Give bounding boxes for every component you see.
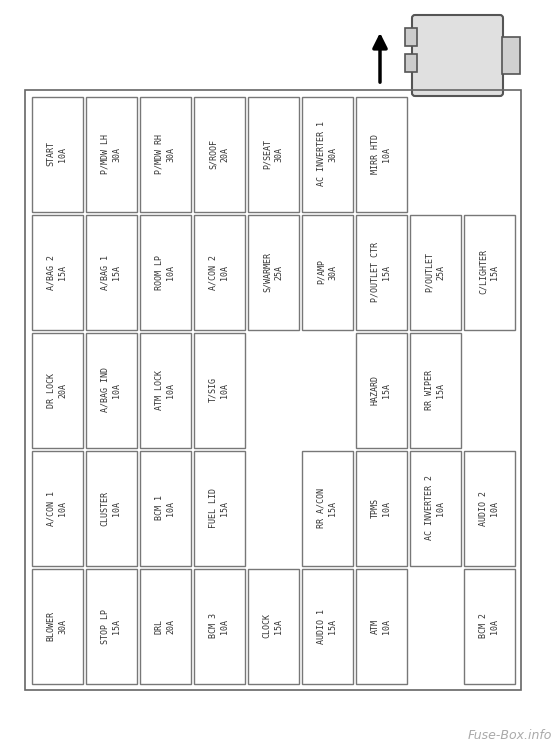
Bar bbox=[194, 451, 245, 566]
Text: AUDIO 1
15A: AUDIO 1 15A bbox=[316, 608, 337, 644]
Text: A/CON 2
10A: A/CON 2 10A bbox=[208, 254, 230, 290]
Bar bbox=[301, 568, 352, 683]
Text: ATM LOCK
10A: ATM LOCK 10A bbox=[155, 370, 175, 410]
Text: ATM
10A: ATM 10A bbox=[371, 619, 391, 634]
Bar bbox=[86, 97, 137, 211]
Text: A/BAG 1
15A: A/BAG 1 15A bbox=[101, 254, 122, 290]
Text: DRL
20A: DRL 20A bbox=[155, 619, 175, 634]
Bar bbox=[356, 332, 407, 448]
Bar bbox=[248, 568, 298, 683]
Bar bbox=[194, 97, 245, 211]
Text: P/AMP
30A: P/AMP 30A bbox=[316, 260, 337, 284]
FancyBboxPatch shape bbox=[412, 15, 503, 96]
Bar bbox=[301, 214, 352, 329]
Bar bbox=[356, 97, 407, 211]
Bar bbox=[464, 568, 515, 683]
Text: C/LIGHTER
15A: C/LIGHTER 15A bbox=[479, 250, 500, 295]
Text: BCM 3
10A: BCM 3 10A bbox=[208, 614, 230, 638]
Text: BLOWER
30A: BLOWER 30A bbox=[46, 611, 67, 641]
Bar bbox=[356, 568, 407, 683]
Bar bbox=[409, 451, 460, 566]
Text: RR WIPER
15A: RR WIPER 15A bbox=[424, 370, 445, 410]
Text: A/CON 1
10A: A/CON 1 10A bbox=[46, 490, 67, 526]
Bar bbox=[356, 214, 407, 329]
Text: CLOCK
15A: CLOCK 15A bbox=[263, 614, 283, 638]
Text: P/MDW RH
30A: P/MDW RH 30A bbox=[155, 134, 175, 174]
Text: S/WARMER
25A: S/WARMER 25A bbox=[263, 252, 283, 292]
Bar bbox=[194, 568, 245, 683]
Text: AUDIO 2
10A: AUDIO 2 10A bbox=[479, 490, 500, 526]
Bar bbox=[31, 214, 82, 329]
Bar bbox=[405, 54, 417, 72]
Bar bbox=[139, 214, 190, 329]
Text: Fuse-Box.info: Fuse-Box.info bbox=[468, 729, 552, 742]
Text: CLUSTER
10A: CLUSTER 10A bbox=[101, 490, 122, 526]
Bar bbox=[139, 97, 190, 211]
Bar bbox=[31, 568, 82, 683]
Bar bbox=[194, 214, 245, 329]
Bar bbox=[86, 214, 137, 329]
Bar bbox=[139, 568, 190, 683]
Bar bbox=[86, 568, 137, 683]
Text: FUEL LID
15A: FUEL LID 15A bbox=[208, 488, 230, 528]
Text: A/BAG 2
15A: A/BAG 2 15A bbox=[46, 254, 67, 290]
Bar bbox=[31, 451, 82, 566]
Text: T/SIG
10A: T/SIG 10A bbox=[208, 377, 230, 403]
Text: START
10A: START 10A bbox=[46, 142, 67, 166]
Text: RR A/CON
15A: RR A/CON 15A bbox=[316, 488, 337, 528]
Bar bbox=[86, 451, 137, 566]
Text: P/OUTLET CTR
15A: P/OUTLET CTR 15A bbox=[371, 242, 391, 302]
Bar bbox=[139, 332, 190, 448]
Text: STOP LP
15A: STOP LP 15A bbox=[101, 608, 122, 644]
Bar bbox=[248, 97, 298, 211]
Bar bbox=[409, 214, 460, 329]
Text: AC INVERTER 2
10A: AC INVERTER 2 10A bbox=[424, 476, 445, 541]
Bar bbox=[86, 332, 137, 448]
Bar bbox=[194, 332, 245, 448]
Text: P/MDW LH
30A: P/MDW LH 30A bbox=[101, 134, 122, 174]
Text: S/ROOF
20A: S/ROOF 20A bbox=[208, 139, 230, 169]
Text: BCM 1
10A: BCM 1 10A bbox=[155, 496, 175, 520]
Text: BCM 2
10A: BCM 2 10A bbox=[479, 614, 500, 638]
Bar bbox=[139, 451, 190, 566]
Text: ROOM LP
10A: ROOM LP 10A bbox=[155, 254, 175, 290]
Text: AC INVERTER 1
30A: AC INVERTER 1 30A bbox=[316, 122, 337, 187]
Bar bbox=[356, 451, 407, 566]
Bar bbox=[301, 97, 352, 211]
Text: P/SEAT
30A: P/SEAT 30A bbox=[263, 139, 283, 169]
Bar bbox=[248, 214, 298, 329]
Text: MIRR HTD
10A: MIRR HTD 10A bbox=[371, 134, 391, 174]
Text: A/BAG IND
10A: A/BAG IND 10A bbox=[101, 368, 122, 413]
Text: HAZARD
15A: HAZARD 15A bbox=[371, 375, 391, 405]
Bar bbox=[502, 37, 520, 74]
Bar bbox=[464, 214, 515, 329]
Text: TPMS
10A: TPMS 10A bbox=[371, 498, 391, 518]
Bar bbox=[409, 332, 460, 448]
Bar bbox=[301, 451, 352, 566]
Text: P/OUTLET
25A: P/OUTLET 25A bbox=[424, 252, 445, 292]
Bar bbox=[405, 28, 417, 46]
Bar bbox=[31, 332, 82, 448]
Bar bbox=[464, 451, 515, 566]
Bar bbox=[31, 97, 82, 211]
Text: DR LOCK
20A: DR LOCK 20A bbox=[46, 373, 67, 407]
Bar bbox=[25, 90, 521, 690]
